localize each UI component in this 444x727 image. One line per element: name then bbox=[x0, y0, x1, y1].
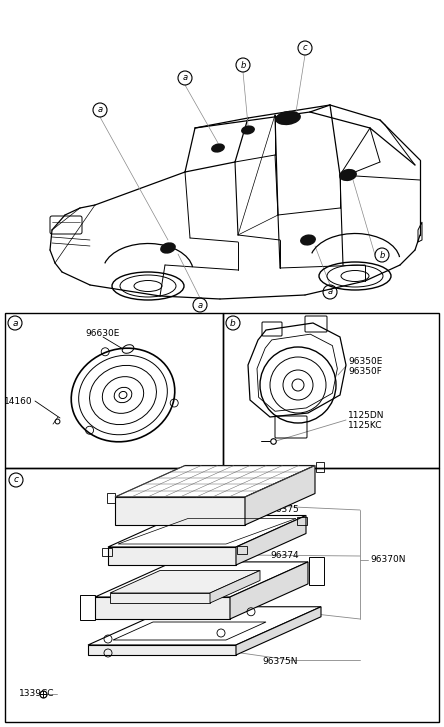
Text: 1125KC: 1125KC bbox=[348, 420, 382, 430]
Text: b: b bbox=[379, 251, 385, 260]
Text: a: a bbox=[97, 105, 103, 114]
Polygon shape bbox=[88, 607, 321, 645]
Bar bbox=[316, 462, 324, 472]
Bar bbox=[237, 546, 247, 554]
Text: 96630E: 96630E bbox=[86, 329, 120, 337]
Polygon shape bbox=[108, 515, 306, 547]
Text: c: c bbox=[303, 44, 307, 52]
Ellipse shape bbox=[119, 391, 127, 398]
Text: a: a bbox=[327, 287, 333, 297]
Text: b: b bbox=[230, 318, 236, 327]
Text: 96375N: 96375N bbox=[262, 657, 297, 667]
Polygon shape bbox=[110, 593, 210, 603]
Text: b: b bbox=[240, 60, 246, 70]
Polygon shape bbox=[210, 571, 260, 603]
Text: 14160: 14160 bbox=[4, 396, 33, 406]
Bar bbox=[107, 493, 115, 503]
Bar bbox=[297, 516, 307, 524]
Ellipse shape bbox=[160, 242, 176, 254]
Text: 96370N: 96370N bbox=[370, 555, 405, 564]
Polygon shape bbox=[236, 515, 306, 565]
Polygon shape bbox=[108, 547, 236, 565]
Bar bbox=[223, 313, 439, 468]
Polygon shape bbox=[245, 465, 315, 525]
Bar bbox=[5, 468, 439, 722]
Text: 96375: 96375 bbox=[270, 505, 299, 515]
Text: a: a bbox=[182, 73, 187, 82]
Polygon shape bbox=[95, 562, 308, 597]
Polygon shape bbox=[88, 645, 236, 655]
Polygon shape bbox=[110, 571, 260, 593]
Text: 1125DN: 1125DN bbox=[348, 411, 385, 419]
Ellipse shape bbox=[275, 111, 301, 125]
Text: 96350F: 96350F bbox=[348, 366, 382, 376]
Ellipse shape bbox=[241, 125, 255, 134]
Polygon shape bbox=[115, 497, 245, 525]
Polygon shape bbox=[236, 607, 321, 655]
Text: 96374: 96374 bbox=[270, 552, 299, 561]
Ellipse shape bbox=[339, 169, 357, 181]
Bar bbox=[5, 313, 223, 468]
Text: c: c bbox=[13, 475, 19, 484]
Text: a: a bbox=[12, 318, 18, 327]
Text: a: a bbox=[198, 300, 202, 310]
Bar bbox=[102, 548, 112, 556]
Ellipse shape bbox=[211, 143, 225, 153]
Text: 96350E: 96350E bbox=[348, 356, 382, 366]
Text: 1339CC: 1339CC bbox=[19, 689, 55, 699]
Ellipse shape bbox=[300, 234, 316, 246]
Polygon shape bbox=[230, 562, 308, 619]
Polygon shape bbox=[115, 465, 315, 497]
Polygon shape bbox=[95, 597, 230, 619]
